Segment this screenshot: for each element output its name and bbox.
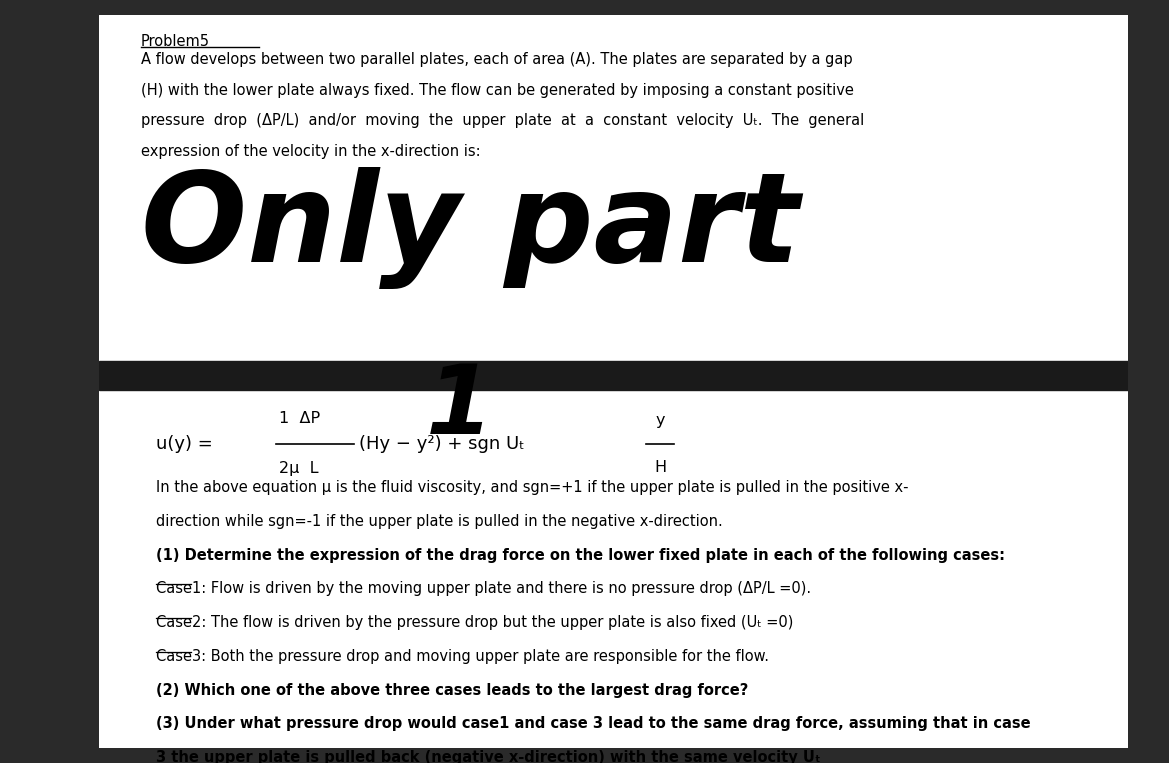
Text: (H) with the lower plate always fixed. The flow can be generated by imposing a c: (H) with the lower plate always fixed. T… <box>140 82 853 98</box>
Text: A flow develops between two parallel plates, each of area (A). The plates are se: A flow develops between two parallel pla… <box>140 52 852 67</box>
Bar <box>99 15 1128 361</box>
Text: 1: 1 <box>426 361 493 454</box>
Text: 1  ΔP: 1 ΔP <box>279 411 320 427</box>
Text: y: y <box>656 413 665 427</box>
Text: expression of the velocity in the x-direction is:: expression of the velocity in the x-dire… <box>140 144 480 159</box>
Text: H: H <box>653 460 666 475</box>
Text: pressure  drop  (ΔP/L)  and/or  moving  the  upper  plate  at  a  constant  velo: pressure drop (ΔP/L) and/or moving the u… <box>140 114 864 128</box>
Text: 2μ  L: 2μ L <box>279 462 319 476</box>
Text: Only part: Only part <box>140 166 798 288</box>
Bar <box>99 391 1128 748</box>
Text: u(y) =: u(y) = <box>155 435 213 452</box>
Text: Case2: The flow is driven by the pressure drop but the upper plate is also fixed: Case2: The flow is driven by the pressur… <box>155 615 794 630</box>
Text: 3 the upper plate is pulled back (negative x-direction) with the same velocity U: 3 the upper plate is pulled back (negati… <box>155 750 821 763</box>
Text: (Hy − y²) + sgn Uₜ: (Hy − y²) + sgn Uₜ <box>359 435 524 452</box>
Text: (2) Which one of the above three cases leads to the largest drag force?: (2) Which one of the above three cases l… <box>155 683 748 697</box>
Text: (1) Determine the expression of the drag force on the lower fixed plate in each : (1) Determine the expression of the drag… <box>155 548 1005 563</box>
Text: Case3: Both the pressure drop and moving upper plate are responsible for the flo: Case3: Both the pressure drop and moving… <box>155 649 769 664</box>
Text: Problem5: Problem5 <box>140 34 209 49</box>
Text: (3) Under what pressure drop would case1 and case 3 lead to the same drag force,: (3) Under what pressure drop would case1… <box>155 716 1031 731</box>
Text: Case1: Flow is driven by the moving upper plate and there is no pressure drop (Δ: Case1: Flow is driven by the moving uppe… <box>155 581 811 597</box>
Bar <box>99 361 1128 391</box>
Text: In the above equation μ is the fluid viscosity, and sgn=+1 if the upper plate is: In the above equation μ is the fluid vis… <box>155 481 908 495</box>
Text: direction while sgn=-1 if the upper plate is pulled in the negative x-direction.: direction while sgn=-1 if the upper plat… <box>155 514 722 529</box>
